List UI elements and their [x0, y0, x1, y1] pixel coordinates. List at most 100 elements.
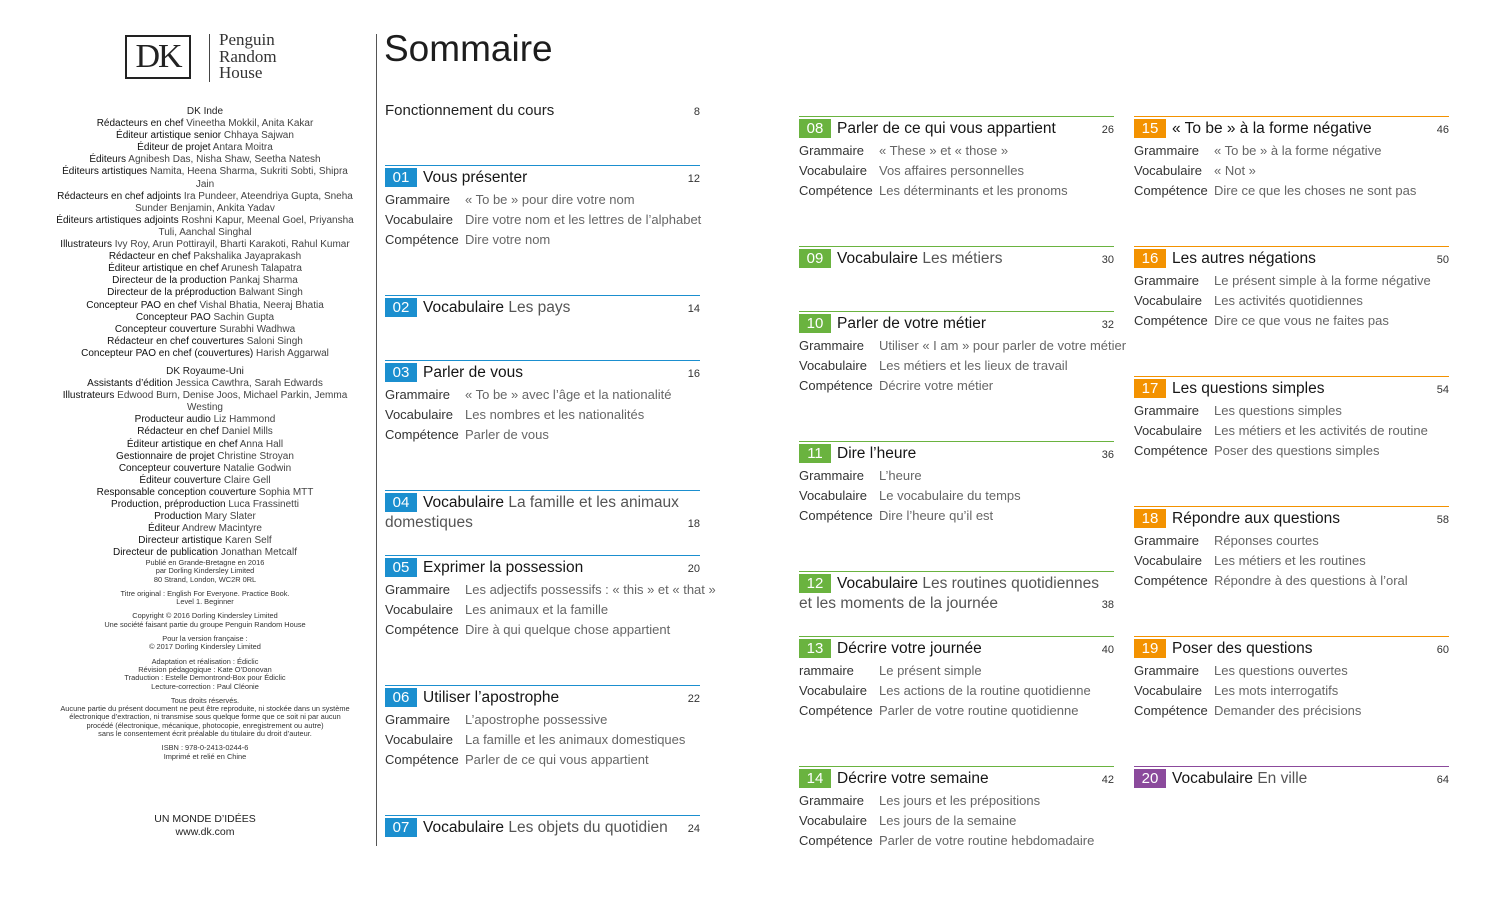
unit-subtitle: En ville: [1257, 770, 1308, 787]
row-label: Grammaire: [385, 387, 451, 402]
unit-header: 11 Dire l’heure 36: [799, 441, 1114, 464]
unit-header: 12 Vocabulaire Les routines quotidiennes …: [799, 571, 1114, 614]
credit-entry: Responsable conception couverture Sophia…: [55, 487, 355, 499]
unit-row: Grammaire « To be » à la forme négative: [1134, 141, 1449, 161]
credit-entry: Directeur de publication Jonathan Metcal…: [55, 547, 355, 559]
page-number: 32: [1101, 319, 1114, 331]
row-text: Le présent simple: [879, 663, 982, 678]
row-label: Compétence: [799, 703, 873, 718]
credit-group: DK Inde Rédacteurs en chef Vineetha Mokki…: [55, 106, 355, 360]
unit-header: 17 Les questions simples 54: [1134, 376, 1449, 399]
unit-number: 14: [799, 769, 831, 788]
credit-names: Andrew Macintyre: [181, 523, 262, 535]
unit-subtitle: La famille et les animaux domestiques: [385, 494, 679, 531]
credit-role: Rédacteur en chef: [108, 251, 191, 263]
imprint-line: Aucune partie du présent document ne peu…: [60, 704, 350, 714]
imprint-line: Traduction : Estelle Demontrond-Box pour…: [124, 673, 286, 683]
credit-names: Jonathan Metcalf: [220, 547, 297, 559]
credit-group: DK Royaume-Uni Assistants d’édition Jessi…: [55, 366, 355, 560]
page-number: 38: [1101, 599, 1114, 611]
row-label: Compétence: [1134, 573, 1208, 588]
credit-entry: Rédacteur en chef Pakshalika Jayaprakash: [55, 251, 355, 263]
credit-entry: Éditeurs artistiques adjoints Roshni Kap…: [55, 215, 355, 239]
unit-row: Vocabulaire La famille et les animaux dom…: [385, 730, 700, 750]
unit-header: 10 Parler de votre métier 32: [799, 311, 1114, 334]
imprint-block: Publié en Grande-Bretagne en 2016 par Dor…: [55, 558, 355, 584]
imprint-line: Une société faisant partie du groupe Pen…: [104, 619, 306, 629]
row-text: « To be » à la forme négative: [1214, 143, 1382, 158]
row-text: Le vocabulaire du temps: [879, 488, 1021, 503]
unit-title: « To be » à la forme négative: [1172, 120, 1372, 137]
row-text: Les métiers et les routines: [1214, 553, 1366, 568]
page-number: 36: [1101, 449, 1114, 461]
unit-row: Grammaire Les jours et les prépositions: [799, 791, 1114, 811]
credit-entry: Rédacteurs en chef adjoints Ira Pundeer,…: [55, 191, 355, 215]
unit-number: 10: [799, 314, 831, 333]
unit-number: 03: [385, 363, 417, 382]
imprint-line: Pour la version française :: [162, 634, 248, 644]
credit-names: Anna Hall: [239, 438, 284, 450]
credit-entry: Éditeur couverture Claire Gell: [55, 475, 355, 487]
unit-title: Décrire votre journée: [837, 640, 982, 657]
unit-rows: Grammaire Le présent simple à la forme né…: [1134, 271, 1449, 331]
unit: 18 Répondre aux questions 58 Grammaire Répon…: [1134, 506, 1449, 591]
credit-entry: Rédacteurs en chef Vineetha Mokkil, Anit…: [55, 118, 355, 130]
row-label: Compétence: [385, 752, 459, 767]
unit-title: Exprimer la possession: [423, 559, 584, 576]
unit-row: Compétence Dire votre nom: [385, 230, 700, 250]
row-label: Vocabulaire: [1134, 293, 1202, 308]
unit: 09 Vocabulaire Les métiers 30: [799, 246, 1114, 269]
row-text: Poser des questions simples: [1214, 443, 1380, 458]
unit-row: Vocabulaire Les jours de la semaine: [799, 811, 1114, 831]
unit-row: Grammaire « To be » pour dire votre nom: [385, 190, 700, 210]
row-text: Parler de vous: [465, 427, 549, 442]
unit: 14 Décrire votre semaine 42 Grammaire Les jo…: [799, 766, 1114, 851]
unit-rows: Grammaire « These » et « those » Vocabulai…: [799, 141, 1114, 201]
unit-header: 05 Exprimer la possession 20: [385, 555, 700, 578]
credit-entry: Production, préproduction Luca Frassinet…: [55, 499, 355, 511]
unit-title: Utiliser l’apostrophe: [423, 689, 560, 706]
unit-header: 08 Parler de ce qui vous appartient 26: [799, 116, 1114, 139]
row-label: Grammaire: [799, 793, 865, 808]
credit-names: Sophia MTT: [258, 486, 314, 498]
credit-names: Karen Self: [225, 535, 272, 547]
credit-names: Saloni Singh: [246, 335, 303, 347]
row-text: « Not »: [1214, 163, 1256, 178]
unit-header: 18 Répondre aux questions 58: [1134, 506, 1449, 529]
unit-row: Grammaire Utiliser « I am » pour parler d…: [799, 336, 1126, 356]
credit-role: Concepteur PAO: [135, 311, 211, 323]
credit-role: Éditeurs artistiques adjoints: [56, 214, 179, 226]
page-number: 26: [1101, 124, 1114, 136]
credit-role: Éditeur de projet: [137, 142, 211, 154]
divider: [376, 34, 377, 846]
unit-row: Compétence Demander des précisions: [1134, 701, 1449, 721]
page-number: 58: [1436, 514, 1449, 526]
credit-entry: Assistants d’édition Jessica Cawthra, Sa…: [55, 378, 355, 390]
unit-row: Compétence Parler de votre routine quotid…: [799, 701, 1114, 721]
row-text: Dire à qui quelque chose appartient: [465, 622, 671, 637]
unit-header: 14 Décrire votre semaine 42: [799, 766, 1114, 789]
imprint-line: ISBN : 978-0-2413-0244-6: [161, 743, 249, 753]
unit-number: 04: [385, 493, 417, 512]
unit-row: Grammaire L’heure: [799, 466, 1114, 486]
imprint: Publié en Grande-Bretagne en 2016 par Dor…: [55, 558, 355, 767]
credit-entry: Illustrateurs Edwood Burn, Denise Joos, …: [55, 390, 355, 414]
page-number: 46: [1436, 124, 1449, 136]
row-label: Compétence: [385, 232, 459, 247]
footer: UN MONDE D’IDÉES www.dk.com: [55, 813, 355, 839]
unit: 04 Vocabulaire La famille et les animaux …: [385, 490, 700, 533]
row-text: Les jours de la semaine: [879, 813, 1017, 828]
unit-header: 13 Décrire votre journée 40: [799, 636, 1114, 659]
credit-entry: Éditeurs artistiques Namita, Heena Sharm…: [55, 166, 355, 190]
row-text: Répondre à des questions à l’oral: [1214, 573, 1408, 588]
unit-header: 16 Les autres négations 50: [1134, 246, 1449, 269]
credit-role: Illustrateurs: [62, 390, 115, 402]
intro-title: Fonctionnement du cours: [385, 102, 555, 119]
unit-row: Compétence Poser des questions simples: [1134, 441, 1449, 461]
credit-role: Éditeurs: [89, 154, 127, 166]
unit-row: Vocabulaire Les animaux et la famille: [385, 600, 700, 620]
unit-header: 01 Vous présenter 12: [385, 165, 700, 188]
row-text: Dire ce que vous ne faites pas: [1214, 313, 1389, 328]
unit-row: Grammaire Les questions simples: [1134, 401, 1449, 421]
imprint-line: Publié en Grande-Bretagne en 2016: [145, 558, 265, 567]
